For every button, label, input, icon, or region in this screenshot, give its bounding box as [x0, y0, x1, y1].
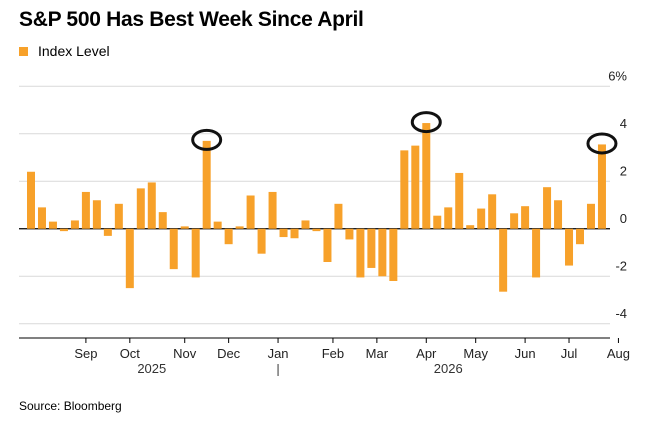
- bar: [543, 187, 552, 229]
- bar: [565, 228, 574, 266]
- x-tick-label: Jul: [561, 346, 578, 361]
- bar: [488, 194, 497, 229]
- y-tick-label: 0: [620, 211, 627, 226]
- legend-label: Index Level: [38, 43, 110, 59]
- x-tick-label: Feb: [322, 346, 344, 361]
- x-tick-label: Dec: [217, 346, 241, 361]
- bar: [257, 228, 266, 254]
- source-note: Source: Bloomberg: [19, 399, 122, 413]
- bar: [411, 145, 420, 229]
- bar: [290, 228, 299, 239]
- bar: [444, 207, 453, 229]
- y-tick-label: -2: [615, 258, 627, 273]
- bar: [554, 200, 563, 229]
- bar: [367, 228, 376, 268]
- bar: [301, 220, 310, 229]
- year-label: 2026: [434, 361, 463, 376]
- bar: [27, 171, 35, 229]
- bar: [268, 191, 277, 229]
- bar: [466, 225, 475, 229]
- bar: [389, 228, 398, 281]
- bar: [114, 203, 123, 229]
- bar: [323, 228, 332, 262]
- bar: [246, 195, 255, 229]
- highlight-circle: [410, 111, 442, 134]
- bar: [158, 212, 167, 229]
- bar: [356, 228, 365, 278]
- bar: [103, 228, 112, 236]
- bar: [202, 140, 211, 229]
- bar: [169, 228, 178, 270]
- bar: [191, 228, 200, 278]
- bar: [345, 228, 354, 240]
- bar: [597, 144, 606, 229]
- bar: [279, 228, 288, 238]
- x-tick-label: May: [463, 346, 488, 361]
- y-tick-label: 2: [620, 163, 627, 178]
- bar: [147, 182, 156, 229]
- bar: [213, 221, 222, 229]
- y-tick-label: 4: [620, 116, 627, 131]
- bar: [400, 150, 409, 229]
- bar: [521, 206, 530, 229]
- bar: [455, 172, 464, 229]
- bar: [37, 207, 46, 229]
- bar: [312, 228, 321, 232]
- bar: [422, 123, 431, 229]
- x-tick-label: Jan: [268, 346, 289, 361]
- y-tick-label: -4: [615, 306, 627, 321]
- highlight-circle: [191, 128, 223, 151]
- bar: [334, 203, 343, 229]
- bar: [532, 228, 541, 278]
- bar: [433, 215, 442, 229]
- y-tick-label: 6%: [608, 68, 627, 83]
- bar: [125, 228, 134, 289]
- x-tick-label: Aug: [607, 346, 630, 361]
- x-tick-label: Jun: [515, 346, 536, 361]
- bar-chart: 6% 4 2 0 -2 -4 Sep Oct Nov Dec Jan Feb Mar Apr May Jun J…: [19, 68, 630, 376]
- bar: [477, 208, 486, 229]
- bar: [48, 221, 57, 229]
- year-label: 2025: [137, 361, 166, 376]
- x-tick-label: Sep: [74, 346, 97, 361]
- bar: [235, 226, 244, 229]
- highlight-circle: [586, 132, 618, 155]
- legend: Index Level: [19, 43, 110, 59]
- x-tick-label: Oct: [120, 346, 141, 361]
- bar: [180, 226, 189, 229]
- bar: [499, 228, 508, 292]
- x-tick-label: Nov: [173, 346, 197, 361]
- bar: [510, 213, 519, 229]
- bar: [224, 228, 233, 245]
- bar: [70, 220, 79, 229]
- bar: [586, 203, 595, 229]
- bar: [136, 188, 145, 229]
- bar: [81, 191, 90, 229]
- bar: [378, 228, 387, 277]
- bar: [576, 228, 584, 245]
- bar: [92, 200, 101, 229]
- x-tick-label: Mar: [366, 346, 389, 361]
- chart-title: S&P 500 Has Best Week Since April: [19, 8, 364, 31]
- legend-swatch: [19, 46, 28, 56]
- x-tick-label: Apr: [416, 346, 437, 361]
- bar: [59, 228, 68, 232]
